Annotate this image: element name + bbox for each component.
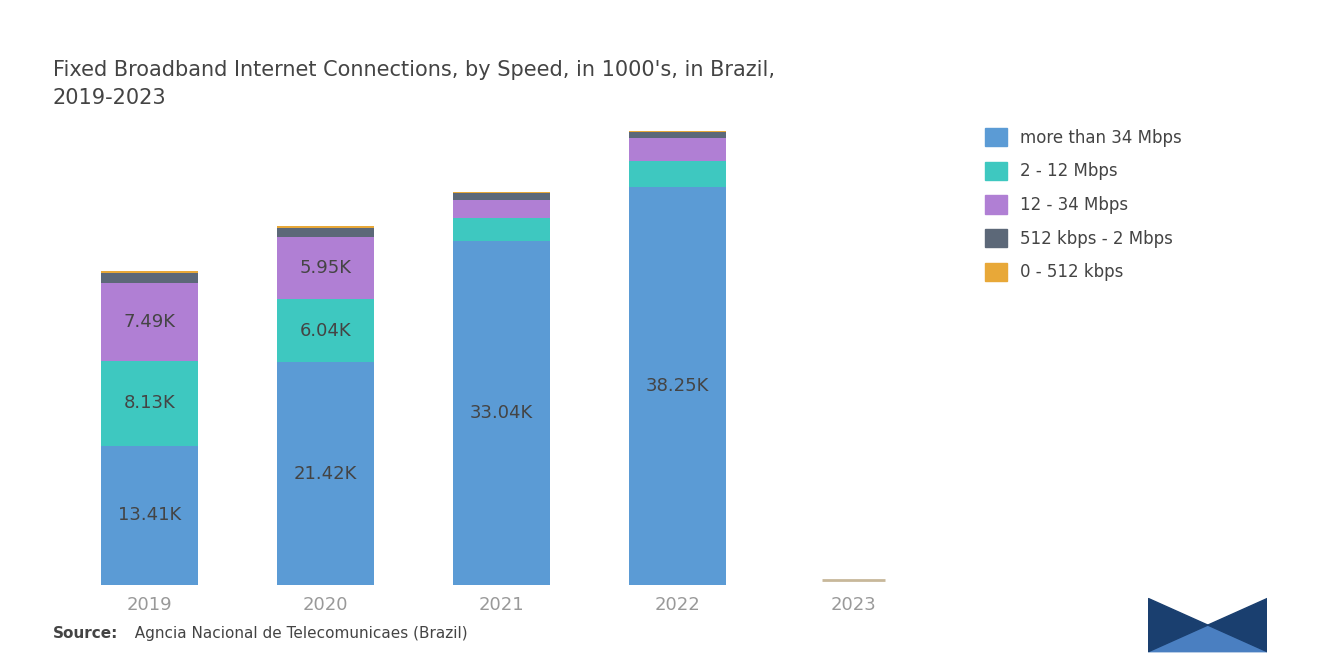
Text: 6.04K: 6.04K (300, 322, 351, 340)
Text: 5.95K: 5.95K (300, 259, 351, 277)
Bar (630, 132, 726, 138)
Text: 8.13K: 8.13K (124, 394, 176, 412)
Bar (453, 241, 550, 585)
Text: 21.42K: 21.42K (294, 465, 358, 483)
Polygon shape (1148, 598, 1208, 652)
Text: 13.41K: 13.41K (117, 507, 181, 525)
Bar (277, 237, 374, 299)
Bar (630, 187, 726, 585)
Text: Fixed Broadband Internet Connections, by Speed, in 1000's, in Brazil,
2019-2023: Fixed Broadband Internet Connections, by… (53, 60, 775, 108)
Bar (453, 218, 550, 241)
Bar (277, 362, 374, 585)
Text: 38.25K: 38.25K (645, 377, 709, 395)
Bar (453, 194, 550, 200)
Bar (102, 271, 198, 273)
Text: 33.04K: 33.04K (470, 404, 533, 422)
Text: Agncia Nacional de Telecomunicaes (Brazil): Agncia Nacional de Telecomunicaes (Brazi… (125, 626, 469, 642)
Bar (102, 283, 198, 361)
Bar (630, 161, 726, 187)
Bar (277, 299, 374, 362)
Bar (102, 361, 198, 446)
Bar (277, 228, 374, 237)
Bar (453, 192, 550, 194)
Polygon shape (1208, 598, 1267, 652)
Polygon shape (1148, 625, 1267, 652)
Bar (630, 131, 726, 132)
Bar (630, 138, 726, 161)
Text: 7.49K: 7.49K (124, 313, 176, 331)
Bar (102, 273, 198, 283)
Text: Source:: Source: (53, 626, 119, 642)
Bar (277, 226, 374, 228)
Legend: more than 34 Mbps, 2 - 12 Mbps, 12 - 34 Mbps, 512 kbps - 2 Mbps, 0 - 512 kbps: more than 34 Mbps, 2 - 12 Mbps, 12 - 34 … (985, 128, 1181, 281)
Bar (102, 446, 198, 585)
Bar (453, 200, 550, 218)
